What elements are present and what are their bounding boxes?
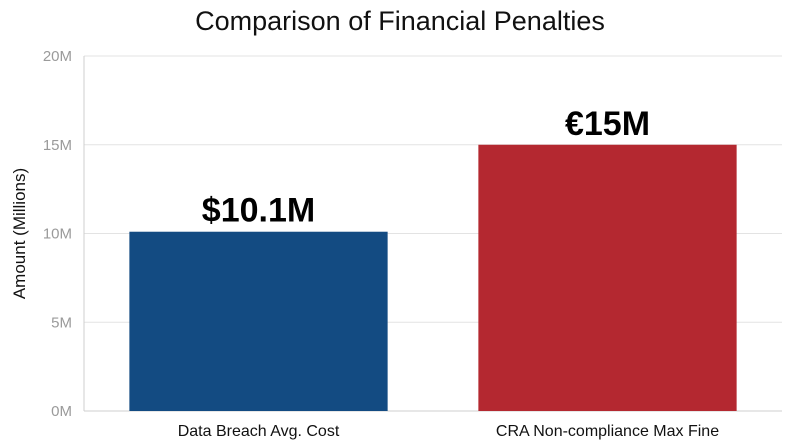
bar-value-label: $10.1M (202, 192, 315, 230)
y-tick-label: 20M (43, 48, 72, 65)
x-category-label: CRA Non-compliance Max Fine (496, 423, 719, 440)
chart-title: Comparison of Financial Penalties (195, 6, 605, 36)
bar-1 (129, 231, 388, 411)
label-layer: $10.1M Data Breach Avg. Cost €15M CRA Non-c… (178, 105, 719, 440)
x-category-label: Data Breach Avg. Cost (178, 423, 340, 440)
y-axis-label: Amount (Millions) (10, 168, 29, 299)
y-tick-label: 10M (43, 226, 72, 243)
bar-layer (129, 144, 737, 411)
bar-2 (478, 144, 737, 411)
y-tick-label: 15M (43, 137, 72, 154)
bar-value-label: €15M (565, 105, 650, 143)
y-tick-layer: 0M 5M 10M 15M 20M (43, 48, 72, 420)
y-tick-label: 5M (51, 314, 72, 331)
y-tick-label: 0M (51, 403, 72, 420)
